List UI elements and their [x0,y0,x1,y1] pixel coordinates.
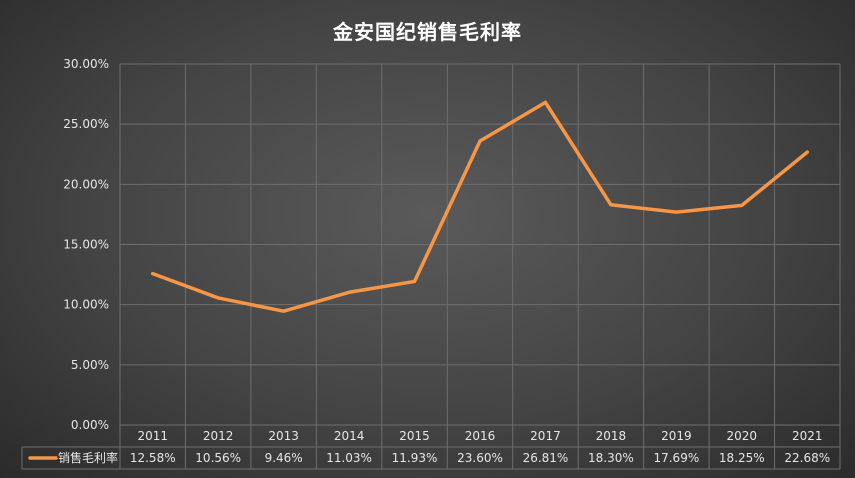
chart-title: 金安国纪销售毛利率 [333,20,522,44]
data-point [609,203,613,207]
y-tick-label: 30.00% [63,57,109,71]
legend-label: 销售毛利率 [58,450,118,465]
data-table-value: 22.68% [784,451,830,465]
data-point [151,272,155,276]
data-table-value: 18.30% [588,451,634,465]
data-table-value: 18.25% [719,451,765,465]
data-table-value: 12.58% [130,451,176,465]
x-tick-label: 2020 [727,429,758,443]
data-point [478,139,482,143]
data-point [674,210,678,214]
data-table-value: 10.56% [195,451,241,465]
data-point [347,290,351,294]
y-tick-label: 15.00% [63,238,109,252]
y-tick-label: 25.00% [63,117,109,131]
x-tick-label: 2014 [334,429,365,443]
x-tick-label: 2016 [465,429,496,443]
y-tick-label: 10.00% [63,298,109,312]
x-tick-label: 2017 [530,429,561,443]
x-tick-label: 2012 [203,429,234,443]
data-point [740,203,744,207]
data-table-value: 26.81% [523,451,569,465]
data-point [805,150,809,154]
data-point [413,279,417,283]
data-point [282,309,286,313]
x-tick-label: 2015 [399,429,430,443]
data-table-value: 23.60% [457,451,503,465]
data-table-value: 9.46% [265,451,303,465]
x-tick-label: 2011 [137,429,168,443]
x-tick-label: 2021 [792,429,823,443]
data-table-value: 17.69% [653,451,699,465]
data-point [216,296,220,300]
y-tick-label: 0.00% [71,418,109,432]
data-table-value: 11.03% [326,451,372,465]
data-point [543,100,547,104]
y-tick-label: 5.00% [71,358,109,372]
x-tick-label: 2013 [268,429,299,443]
y-tick-label: 20.00% [63,177,109,191]
data-table-value: 11.93% [392,451,438,465]
x-tick-label: 2019 [661,429,692,443]
x-tick-label: 2018 [596,429,627,443]
